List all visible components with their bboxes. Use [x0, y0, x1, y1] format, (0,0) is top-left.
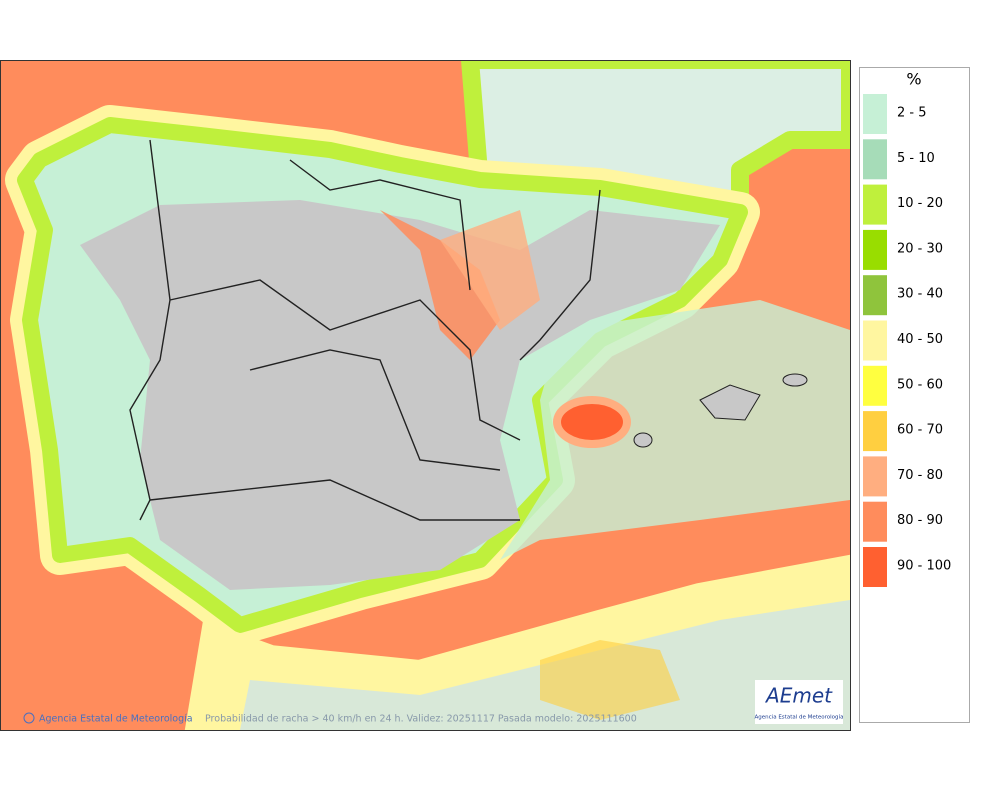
legend-label: 60 - 70	[897, 423, 943, 438]
legend-swatch	[863, 501, 887, 542]
legend-swatch	[863, 547, 887, 587]
legend-label: 80 - 90	[897, 513, 943, 528]
legend-swatch	[863, 229, 887, 270]
legend-swatch	[863, 365, 887, 406]
legend-title: %	[906, 70, 921, 89]
copyright-icon	[23, 712, 35, 724]
legend-swatch	[863, 275, 887, 316]
legend-swatch	[863, 320, 887, 361]
logo-box	[755, 680, 843, 724]
mallorca	[699, 384, 761, 421]
menorca	[782, 373, 808, 387]
legend-label: 30 - 40	[897, 287, 943, 302]
med-zone	[500, 300, 850, 560]
legend-label: 70 - 80	[897, 468, 943, 483]
hotspot	[553, 396, 631, 448]
legend-items: 2 - 5 5 - 10 10 - 20 20 - 30 30 - 40 40 - 50 5…	[863, 94, 951, 587]
legend-label: 10 - 20	[897, 196, 943, 211]
boundaries	[129, 139, 601, 521]
map	[0, 60, 850, 730]
legend-swatch	[863, 139, 887, 180]
legend-swatch	[863, 411, 887, 452]
logo-subtitle: Agencia Estatal de Meteorología	[755, 714, 844, 721]
africa-hotspot	[540, 640, 680, 720]
legend-label: 20 - 30	[897, 241, 943, 256]
legend-swatch	[863, 94, 887, 134]
ibiza	[633, 432, 653, 448]
map-frame	[0, 60, 851, 731]
legend-label: 5 - 10	[897, 151, 935, 166]
hotspot-ebro	[380, 210, 500, 360]
legend-swatch	[863, 184, 887, 225]
credit: Agencia Estatal de Meteorología	[39, 714, 193, 725]
caption: Probabilidad de racha > 40 km/h en 24 h.…	[205, 714, 637, 725]
interior	[80, 200, 720, 590]
legend-label: 50 - 60	[897, 377, 943, 392]
logo: AEmet	[764, 684, 833, 708]
legend-label: 2 - 5	[897, 106, 927, 121]
legend-label: 90 - 100	[897, 559, 951, 574]
legend-label: 40 - 50	[897, 332, 943, 347]
legend-swatch	[863, 456, 887, 497]
